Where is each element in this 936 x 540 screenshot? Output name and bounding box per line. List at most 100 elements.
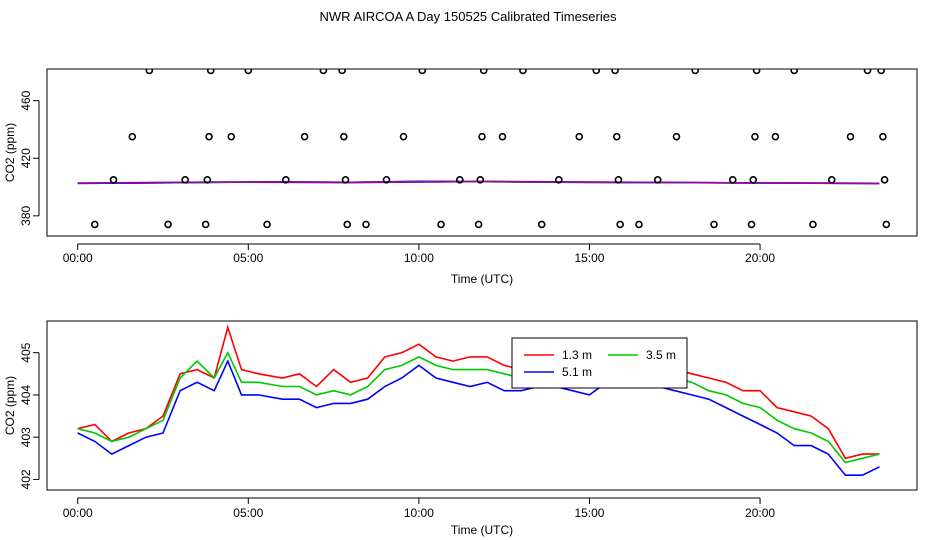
y-tick-label: 420 <box>19 148 33 168</box>
calibration-point <box>362 220 370 229</box>
series-line-5-1-m <box>77 359 880 477</box>
calibration-point <box>164 220 172 229</box>
calibration-point <box>437 220 445 229</box>
legend-label: 1.3 m <box>562 348 592 362</box>
plot-area <box>77 324 880 477</box>
chart-main-title: NWR AIRCOA A Day 150525 Calibrated Times… <box>319 9 617 24</box>
calibration-point <box>747 220 756 229</box>
x-tick-label: 15:00 <box>574 506 604 520</box>
calibration-point <box>109 176 118 184</box>
calibration-point <box>476 176 485 184</box>
y-axis-label: CO2 (ppm) <box>3 123 17 182</box>
calibration-point <box>751 132 759 141</box>
x-axis-label: Time (UTC) <box>451 523 513 537</box>
calibration-point <box>474 220 483 229</box>
calibration-point <box>382 176 391 184</box>
calibration-point <box>790 69 798 75</box>
calibration-point <box>672 132 681 141</box>
y-axis: 380 420 460 <box>19 90 40 226</box>
y-tick-label: 404 <box>19 385 33 405</box>
calibration-point <box>537 220 546 229</box>
calibration-point <box>616 220 624 229</box>
calibration-point <box>877 69 885 75</box>
calibration-point <box>479 69 488 75</box>
calibration-point <box>575 132 584 141</box>
calibration-point <box>635 220 643 229</box>
plot-frame <box>46 68 918 237</box>
x-axis-label: Time (UTC) <box>451 272 513 286</box>
calibration-point <box>244 69 253 75</box>
calibration-point <box>206 69 215 75</box>
x-tick-label: 05:00 <box>233 506 263 520</box>
calibration-point <box>827 176 836 184</box>
calibration-point <box>145 69 154 75</box>
calibration-point <box>340 132 348 141</box>
calibration-point <box>880 176 889 184</box>
y-axis-label: CO2 (ppm) <box>3 376 17 435</box>
calibration-point <box>611 69 619 75</box>
calibration-point <box>879 132 887 141</box>
calibration-point <box>478 132 486 141</box>
calibration-point <box>90 220 99 229</box>
calibration-point <box>343 220 352 229</box>
y-tick-label: 403 <box>19 427 33 447</box>
calibration-point <box>653 176 662 184</box>
calibration-point <box>498 132 507 141</box>
calibration-point <box>863 69 872 75</box>
calibration-point <box>809 220 817 229</box>
calibration-point <box>882 220 891 229</box>
calibration-point <box>456 176 464 184</box>
legend-label: 3.5 m <box>646 348 676 362</box>
calibration-point <box>519 69 527 75</box>
calibration-point <box>592 69 601 75</box>
y-tick-label: 460 <box>19 90 33 110</box>
calibration-point <box>338 69 346 75</box>
calibration-point <box>710 220 718 229</box>
calibration-point <box>341 176 350 184</box>
x-axis: 00:00 05:00 10:00 15:00 20:00 <box>63 243 775 265</box>
calibration-point <box>319 69 328 75</box>
calibration-point <box>691 69 700 75</box>
calibration-point <box>771 132 780 141</box>
calibration-point <box>846 132 855 141</box>
calibration-point <box>282 176 290 184</box>
legend-label: 5.1 m <box>562 365 592 379</box>
series-line-1-3-m <box>77 324 880 460</box>
calibration-point <box>612 132 621 141</box>
x-tick-label: 00:00 <box>63 506 93 520</box>
calibration-point <box>614 176 623 184</box>
calibration-point <box>205 132 213 141</box>
x-tick-label: 15:00 <box>574 251 604 265</box>
x-tick-label: 10:00 <box>404 251 434 265</box>
calibration-point <box>418 69 427 75</box>
calibration-point <box>203 176 212 184</box>
y-axis: 402 403 404 405 <box>19 342 40 489</box>
x-tick-label: 10:00 <box>404 506 434 520</box>
y-tick-label: 405 <box>19 342 33 362</box>
y-tick-label: 402 <box>19 469 33 489</box>
x-tick-label: 05:00 <box>233 251 263 265</box>
x-tick-label: 00:00 <box>63 251 93 265</box>
legend: 1.3 m 3.5 m 5.1 m <box>511 337 688 389</box>
calibration-point <box>554 176 563 184</box>
series-line-3-5-m <box>77 350 880 464</box>
plot-frame <box>46 320 918 491</box>
calibration-point <box>128 132 137 141</box>
legend-box <box>511 337 688 389</box>
calibration-point <box>752 69 761 75</box>
calibration-point <box>300 132 309 141</box>
calibration-point <box>201 220 210 229</box>
chart-panel-1: 00:00 05:00 10:00 15:00 20:00 Time (UTC) 380 42… <box>3 68 918 286</box>
calibration-point <box>399 132 408 141</box>
plot-area <box>77 69 891 229</box>
x-tick-label: 20:00 <box>745 506 775 520</box>
calibration-point <box>728 176 737 184</box>
calibration-point <box>263 220 271 229</box>
calibration-point <box>181 176 189 184</box>
x-axis: 00:00 05:00 10:00 15:00 20:00 <box>63 497 775 520</box>
y-tick-label: 380 <box>19 206 33 226</box>
calibration-point <box>227 132 236 141</box>
x-tick-label: 20:00 <box>745 251 775 265</box>
